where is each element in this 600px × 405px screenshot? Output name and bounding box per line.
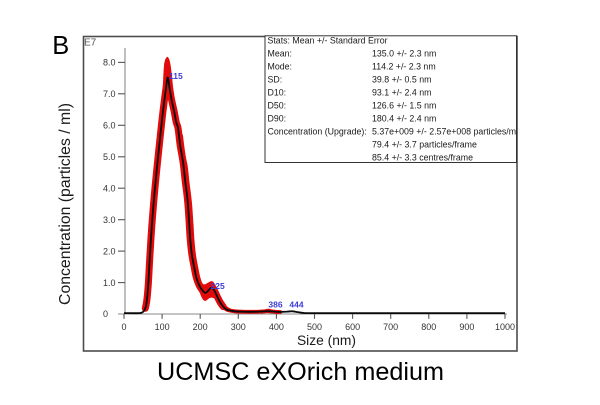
svg-text:85.4 +/- 3.3 centres/frame: 85.4 +/- 3.3 centres/frame xyxy=(372,152,473,162)
svg-text:E7: E7 xyxy=(84,37,97,48)
svg-text:B: B xyxy=(52,32,69,60)
svg-text:500: 500 xyxy=(307,322,322,332)
svg-text:100: 100 xyxy=(155,322,170,332)
svg-text:800: 800 xyxy=(421,322,436,332)
svg-text:5.0: 5.0 xyxy=(103,152,116,162)
svg-text:444: 444 xyxy=(289,300,303,310)
svg-text:386: 386 xyxy=(268,300,282,310)
svg-text:0: 0 xyxy=(121,322,126,332)
svg-text:2.0: 2.0 xyxy=(103,246,116,256)
svg-text:1.0: 1.0 xyxy=(103,278,116,288)
svg-text:135.0 +/- 2.3 nm: 135.0 +/- 2.3 nm xyxy=(372,49,436,59)
svg-text:D50:: D50: xyxy=(268,101,287,111)
svg-text:D10:: D10: xyxy=(268,88,287,98)
svg-text:3.0: 3.0 xyxy=(103,215,116,225)
svg-text:225: 225 xyxy=(211,281,225,291)
svg-text:126.6 +/- 1.5 nm: 126.6 +/- 1.5 nm xyxy=(372,101,436,111)
svg-text:400: 400 xyxy=(269,322,284,332)
svg-text:114.2 +/- 2.3 nm: 114.2 +/- 2.3 nm xyxy=(372,62,436,72)
svg-text:900: 900 xyxy=(459,322,474,332)
svg-text:300: 300 xyxy=(231,322,246,332)
svg-text:7.0: 7.0 xyxy=(103,89,116,99)
svg-text:Concentration (Upgrade):: Concentration (Upgrade): xyxy=(268,127,367,137)
svg-text:700: 700 xyxy=(383,322,398,332)
svg-text:6.0: 6.0 xyxy=(103,121,116,131)
svg-text:600: 600 xyxy=(345,322,360,332)
svg-text:SD:: SD: xyxy=(268,75,283,85)
svg-text:UCMSC eXOrich medium: UCMSC eXOrich medium xyxy=(157,358,444,386)
svg-text:0: 0 xyxy=(103,309,108,319)
svg-text:8.0: 8.0 xyxy=(103,58,116,68)
svg-text:Mode:: Mode: xyxy=(268,62,292,72)
svg-text:Mean:: Mean: xyxy=(268,49,292,59)
svg-text:4.0: 4.0 xyxy=(103,183,116,193)
svg-text:79.4 +/- 3.7 particles/frame: 79.4 +/- 3.7 particles/frame xyxy=(372,139,477,149)
svg-text:1000: 1000 xyxy=(495,322,515,332)
svg-text:180.4 +/- 2.4 nm: 180.4 +/- 2.4 nm xyxy=(372,114,436,124)
svg-text:Stats: Mean +/- Standard Error: Stats: Mean +/- Standard Error xyxy=(268,36,388,46)
svg-text:5.37e+009 +/- 2.57e+008 partic: 5.37e+009 +/- 2.57e+008 particles/ml xyxy=(372,127,518,137)
svg-text:Concentration (particles / ml): Concentration (particles / ml) xyxy=(57,103,74,305)
svg-text:93.1 +/- 2.4 nm: 93.1 +/- 2.4 nm xyxy=(372,88,431,98)
svg-text:39.8 +/- 0.5 nm: 39.8 +/- 0.5 nm xyxy=(372,75,431,85)
svg-text:200: 200 xyxy=(193,322,208,332)
svg-text:115: 115 xyxy=(169,71,183,81)
svg-text:Size (nm): Size (nm) xyxy=(297,333,356,348)
svg-text:D90:: D90: xyxy=(268,114,287,124)
